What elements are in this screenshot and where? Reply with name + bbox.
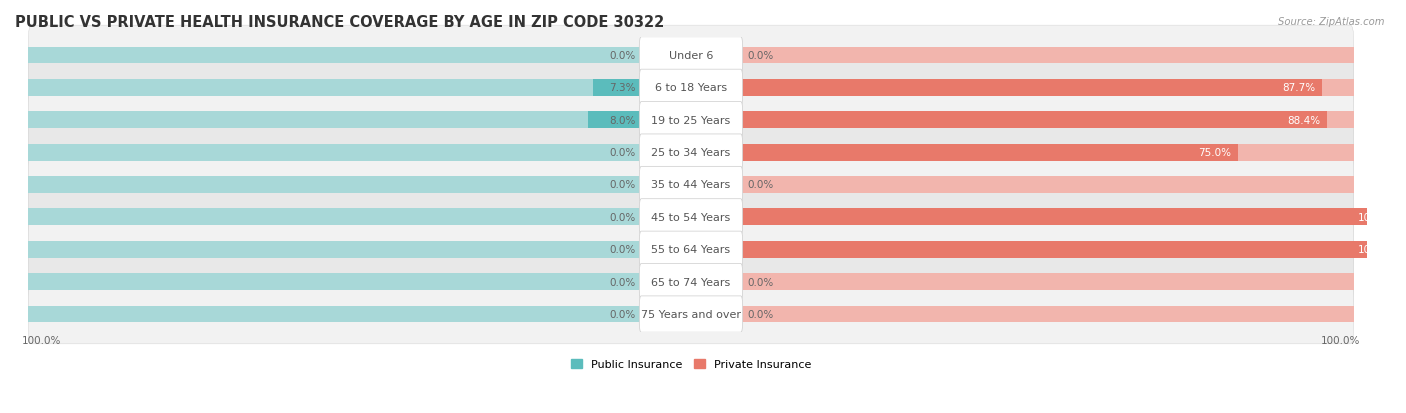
FancyBboxPatch shape bbox=[640, 296, 742, 332]
FancyBboxPatch shape bbox=[28, 252, 1354, 312]
Text: 0.0%: 0.0% bbox=[610, 244, 636, 255]
Text: 65 to 74 Years: 65 to 74 Years bbox=[651, 277, 731, 287]
FancyBboxPatch shape bbox=[640, 199, 742, 235]
FancyBboxPatch shape bbox=[28, 26, 1354, 85]
Bar bbox=[28, 177, 641, 193]
Bar bbox=[28, 112, 641, 129]
Bar bbox=[28, 47, 641, 64]
Text: 6 to 18 Years: 6 to 18 Years bbox=[655, 83, 727, 93]
FancyBboxPatch shape bbox=[28, 91, 1354, 150]
Bar bbox=[741, 112, 1354, 129]
Bar bbox=[741, 209, 1403, 226]
Text: Under 6: Under 6 bbox=[669, 51, 713, 61]
Text: 100.0%: 100.0% bbox=[21, 335, 60, 345]
Text: 0.0%: 0.0% bbox=[610, 212, 636, 222]
Text: 0.0%: 0.0% bbox=[610, 277, 636, 287]
Text: Source: ZipAtlas.com: Source: ZipAtlas.com bbox=[1278, 17, 1385, 26]
Text: 25 to 34 Years: 25 to 34 Years bbox=[651, 148, 731, 158]
FancyBboxPatch shape bbox=[640, 70, 742, 106]
Text: 88.4%: 88.4% bbox=[1286, 115, 1320, 126]
Bar bbox=[741, 241, 1354, 258]
Text: 0.0%: 0.0% bbox=[610, 180, 636, 190]
Bar bbox=[28, 241, 641, 258]
Text: 7.3%: 7.3% bbox=[609, 83, 636, 93]
Bar bbox=[28, 273, 641, 290]
Text: 19 to 25 Years: 19 to 25 Years bbox=[651, 115, 731, 126]
FancyBboxPatch shape bbox=[28, 285, 1354, 344]
FancyBboxPatch shape bbox=[640, 264, 742, 300]
Text: 0.0%: 0.0% bbox=[748, 309, 773, 319]
Bar bbox=[741, 177, 1354, 193]
Text: 35 to 44 Years: 35 to 44 Years bbox=[651, 180, 731, 190]
Text: 100.0%: 100.0% bbox=[1357, 244, 1396, 255]
FancyBboxPatch shape bbox=[28, 188, 1354, 247]
Bar bbox=[28, 144, 641, 161]
FancyBboxPatch shape bbox=[640, 232, 742, 268]
Bar bbox=[741, 209, 1354, 226]
Text: 0.0%: 0.0% bbox=[610, 51, 636, 61]
FancyBboxPatch shape bbox=[640, 167, 742, 203]
Text: 75 Years and over: 75 Years and over bbox=[641, 309, 741, 319]
Text: 87.7%: 87.7% bbox=[1282, 83, 1315, 93]
Bar bbox=[741, 144, 1237, 161]
FancyBboxPatch shape bbox=[640, 38, 742, 74]
FancyBboxPatch shape bbox=[640, 102, 742, 138]
Text: 45 to 54 Years: 45 to 54 Years bbox=[651, 212, 731, 222]
Bar bbox=[741, 273, 1354, 290]
Bar bbox=[741, 306, 1354, 323]
Text: 100.0%: 100.0% bbox=[1357, 212, 1396, 222]
Text: 0.0%: 0.0% bbox=[610, 309, 636, 319]
Text: 55 to 64 Years: 55 to 64 Years bbox=[651, 244, 731, 255]
Bar bbox=[741, 144, 1354, 161]
FancyBboxPatch shape bbox=[28, 58, 1354, 118]
Legend: Public Insurance, Private Insurance: Public Insurance, Private Insurance bbox=[567, 354, 815, 373]
FancyBboxPatch shape bbox=[28, 123, 1354, 183]
Text: 8.0%: 8.0% bbox=[610, 115, 636, 126]
Bar bbox=[741, 80, 1322, 97]
FancyBboxPatch shape bbox=[28, 220, 1354, 279]
Text: 100.0%: 100.0% bbox=[1322, 335, 1361, 345]
Text: PUBLIC VS PRIVATE HEALTH INSURANCE COVERAGE BY AGE IN ZIP CODE 30322: PUBLIC VS PRIVATE HEALTH INSURANCE COVER… bbox=[15, 15, 664, 30]
FancyBboxPatch shape bbox=[640, 135, 742, 171]
Bar bbox=[741, 80, 1354, 97]
Bar bbox=[593, 80, 641, 97]
Bar bbox=[588, 112, 641, 129]
Text: 0.0%: 0.0% bbox=[748, 180, 773, 190]
Text: 0.0%: 0.0% bbox=[610, 148, 636, 158]
Text: 0.0%: 0.0% bbox=[748, 277, 773, 287]
Bar bbox=[28, 306, 641, 323]
Bar bbox=[28, 209, 641, 226]
Bar bbox=[28, 80, 641, 97]
Bar bbox=[741, 241, 1403, 258]
FancyBboxPatch shape bbox=[28, 155, 1354, 215]
Text: 75.0%: 75.0% bbox=[1198, 148, 1232, 158]
Bar bbox=[741, 112, 1326, 129]
Bar bbox=[741, 47, 1354, 64]
Text: 0.0%: 0.0% bbox=[748, 51, 773, 61]
